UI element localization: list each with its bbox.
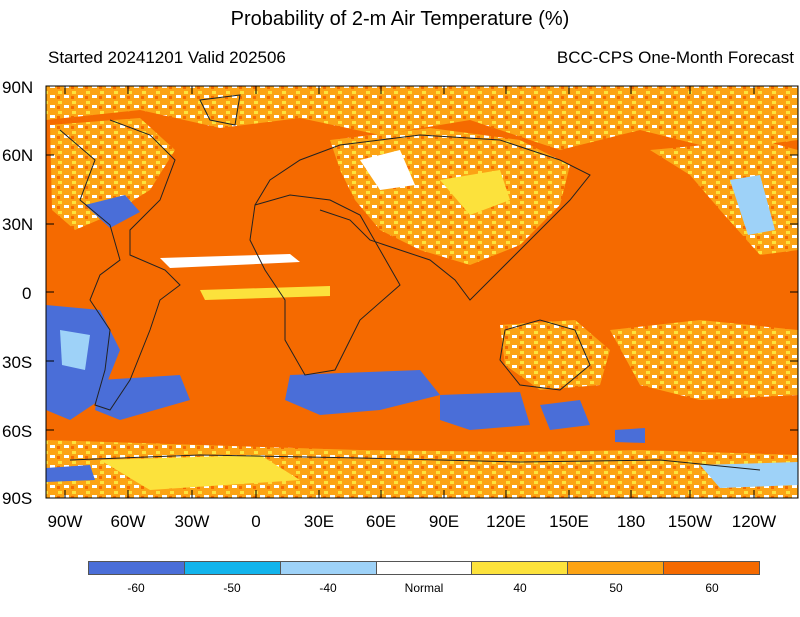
south-indian-cold-region: [285, 370, 440, 415]
model-name: BCC-CPS One-Month Forecast: [556, 48, 794, 67]
colorbar: [88, 561, 760, 575]
lat-label-60n: 60N: [2, 146, 34, 165]
axis-ticks: [46, 85, 798, 499]
lat-label-90s: 90S: [2, 489, 33, 508]
chart-title: Probability of 2-m Air Temperature (%): [230, 8, 570, 30]
lon-label-90w: 90W: [47, 512, 83, 531]
north-america-mixed-region: [50, 118, 175, 230]
lat-label-60s: 60S: [2, 422, 33, 441]
colorbar-label-40: 40: [513, 581, 527, 595]
colorbar-label-50: 50: [609, 581, 623, 595]
colorbar-label-60: 60: [705, 581, 719, 595]
south-atlantic-cold-region: [95, 375, 190, 420]
colorbar-label-neg50: -50: [223, 581, 241, 595]
forecast-dates: Started 20241201 Valid 202506: [48, 48, 286, 67]
lat-label-30n: 30N: [2, 215, 34, 234]
lon-label-90e: 90E: [428, 512, 460, 531]
lon-label-60w: 60W: [110, 512, 146, 531]
colorbar-swatch-40: [472, 562, 569, 574]
arctic-mixed-region: [46, 86, 798, 150]
colorbar-label-normal: Normal: [404, 581, 444, 595]
coastlines: [59, 94, 761, 471]
lon-label-60e: 60E: [365, 512, 397, 531]
lon-label-150e: 150E: [549, 512, 589, 531]
lon-label-180: 180: [616, 512, 646, 531]
lat-label-30s: 30S: [2, 353, 33, 372]
lon-label-120e: 120E: [486, 512, 526, 531]
colorbar-swatch-60: [664, 562, 760, 574]
colorbar-swatch-neg50: [184, 562, 281, 574]
lat-label-90n: 90N: [2, 78, 34, 97]
colorbar-label-neg40: -40: [319, 581, 337, 595]
lon-label-120w: 120W: [731, 512, 777, 531]
australia-mixed-region: [500, 320, 610, 390]
colorbar-swatch-neg60: [89, 562, 185, 574]
colorbar-swatch-50: [568, 562, 665, 574]
lat-label-eq: 0: [22, 284, 32, 303]
lon-label-30e: 30E: [303, 512, 335, 531]
lon-label-0: 0: [251, 512, 261, 531]
colorbar-swatch-neg40: [280, 562, 377, 574]
colorbar-label-neg60: -60: [127, 581, 145, 595]
lon-label-30w: 30W: [174, 512, 210, 531]
colorbar-swatch-normal: [376, 562, 473, 574]
lon-label-150w: 150W: [667, 512, 713, 531]
